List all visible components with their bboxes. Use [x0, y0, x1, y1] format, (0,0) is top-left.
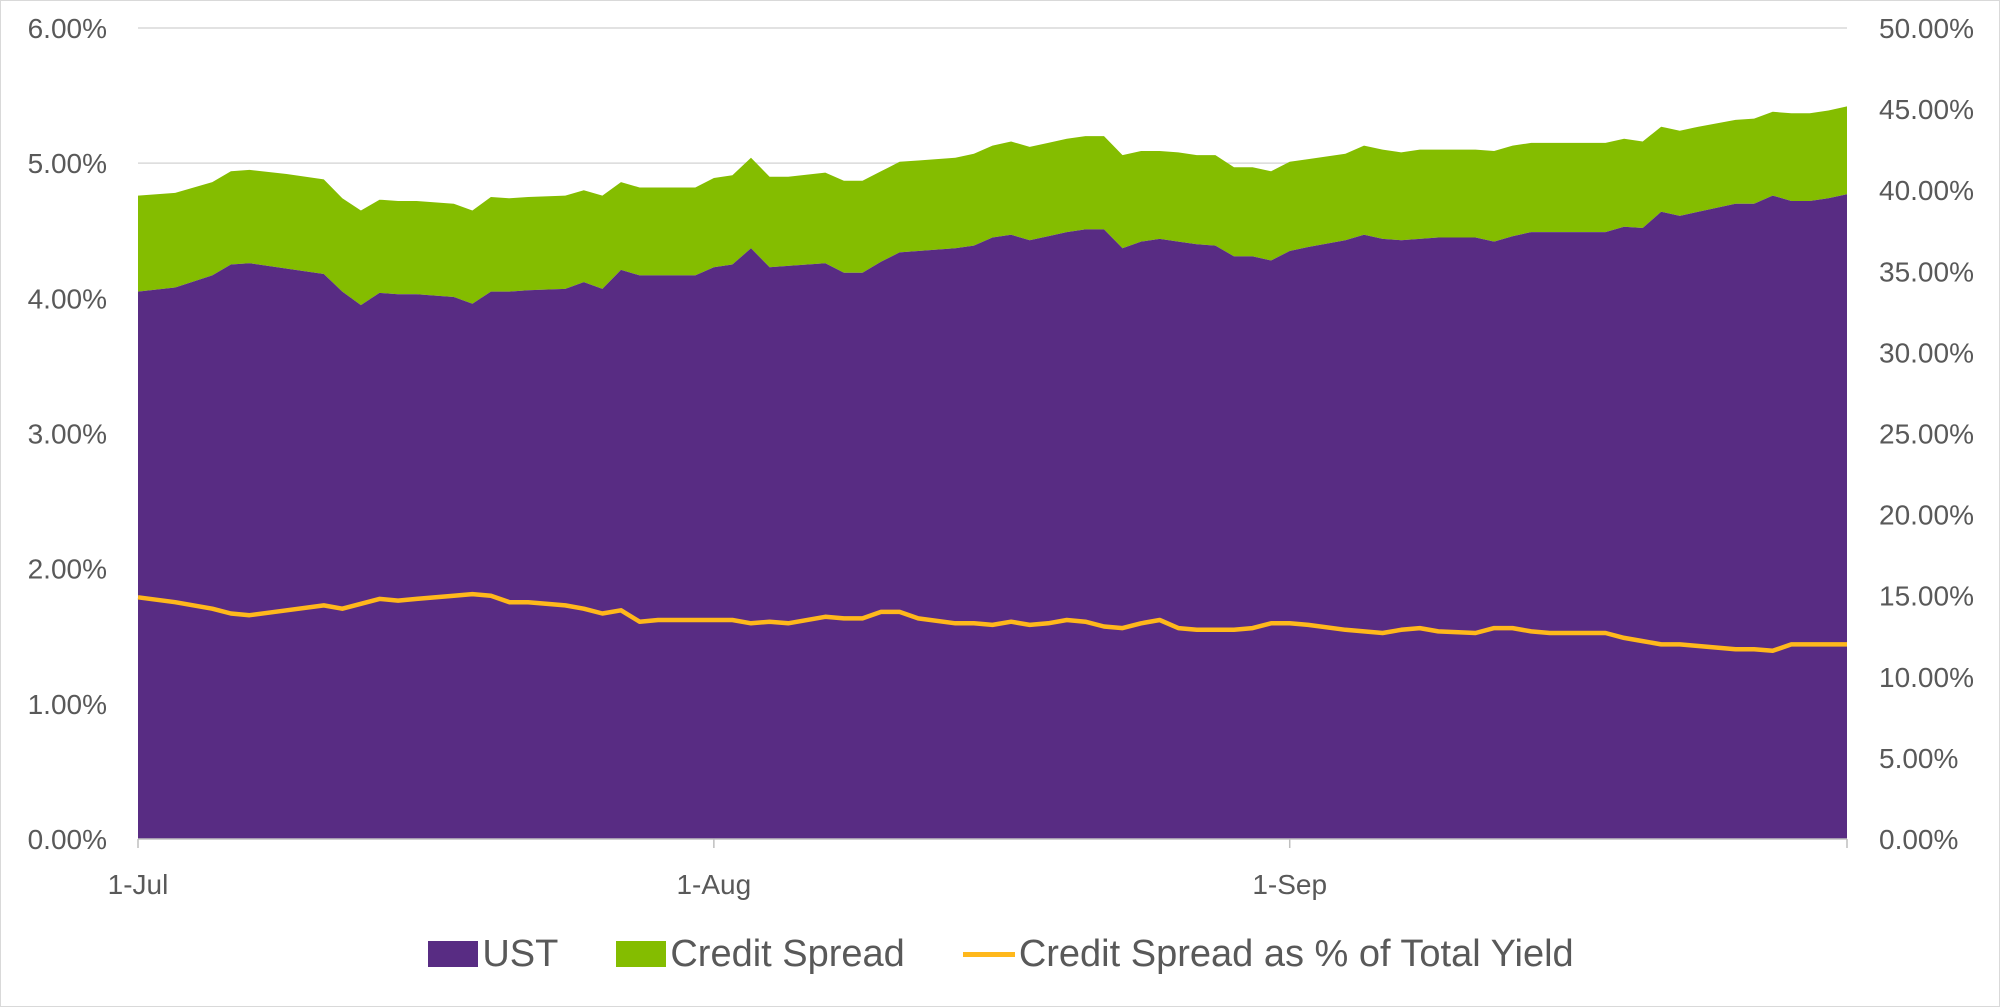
line-credit-spread-ratio	[137, 591, 1847, 654]
y-right-tick-label: 30.00%	[1879, 337, 1974, 368]
y-right-tick-label: 25.00%	[1879, 419, 1974, 450]
legend-label-spread-ratio: Credit Spread as % of Total Yield	[1018, 932, 1574, 975]
x-tick-label: 1-Aug	[676, 869, 751, 900]
y-left-tick-label: 2.00%	[28, 554, 107, 585]
legend-swatch-spread-ratio	[962, 951, 1015, 957]
area-credit-spread	[138, 106, 1847, 306]
y-left-tick-label: 1.00%	[28, 689, 107, 720]
y-right-tick-label: 0.00%	[1879, 824, 1958, 855]
legend-item-spread-ratio[interactable]: Credit Spread as % of Total Yield	[962, 932, 1574, 976]
y-left-tick-label: 4.00%	[28, 283, 107, 314]
y-left-tick-label: 5.00%	[28, 148, 107, 179]
y-right-tick-label: 40.00%	[1879, 175, 1974, 206]
plot-areas	[138, 106, 1847, 840]
legend-label-credit-spread: Credit Spread	[670, 932, 905, 975]
axes	[137, 838, 1848, 848]
plot-lines	[137, 591, 1847, 654]
x-tick-label: 1-Jul	[108, 869, 169, 900]
y-left-tick-label: 6.00%	[28, 13, 107, 44]
y-right-tick-label: 35.00%	[1879, 256, 1974, 287]
legend-swatch-credit-spread	[616, 941, 667, 967]
tick-labels: 0.00% 1.00% 2.00% 3.00% 4.00% 5.00% 6.00% 0.00%…	[28, 13, 1974, 900]
y-left-tick-label: 3.00%	[28, 419, 107, 450]
legend-item-ust[interactable]: UST	[428, 933, 558, 976]
legend-label-ust: UST	[482, 932, 559, 975]
y-right-tick-label: 15.00%	[1879, 581, 1974, 612]
y-left-tick-label: 0.00%	[28, 824, 107, 855]
y-right-tick-label: 10.00%	[1879, 662, 1974, 693]
y-right-tick-label: 45.00%	[1879, 94, 1974, 125]
legend-item-credit-spread[interactable]: Credit Spread	[616, 932, 905, 976]
y-right-tick-label: 50.00%	[1879, 13, 1974, 44]
y-right-tick-label: 5.00%	[1879, 743, 1958, 774]
area-ust	[138, 194, 1847, 840]
legend: UST Credit Spread Credit Spread as % of …	[1, 929, 2000, 979]
y-right-tick-label: 20.00%	[1879, 500, 1974, 531]
legend-swatch-ust	[428, 941, 479, 967]
x-tick-label: 1-Sep	[1252, 869, 1327, 900]
